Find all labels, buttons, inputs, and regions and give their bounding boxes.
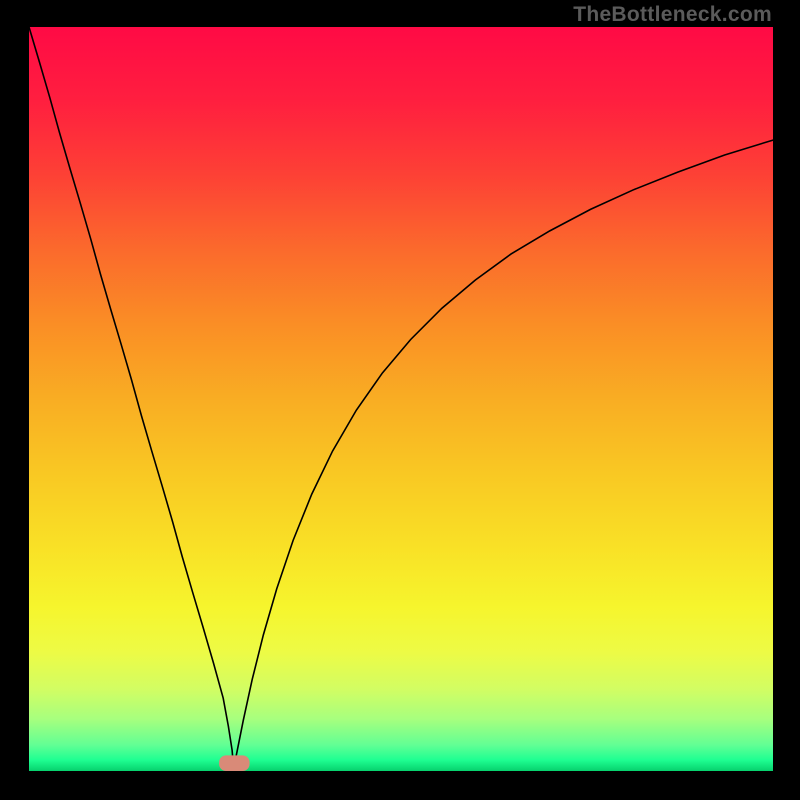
chart-container: TheBottleneck.com [0, 0, 800, 800]
minimum-marker [219, 755, 250, 771]
bottleneck-chart [0, 0, 800, 800]
watermark-text: TheBottleneck.com [573, 3, 772, 27]
plot-area [29, 27, 773, 771]
